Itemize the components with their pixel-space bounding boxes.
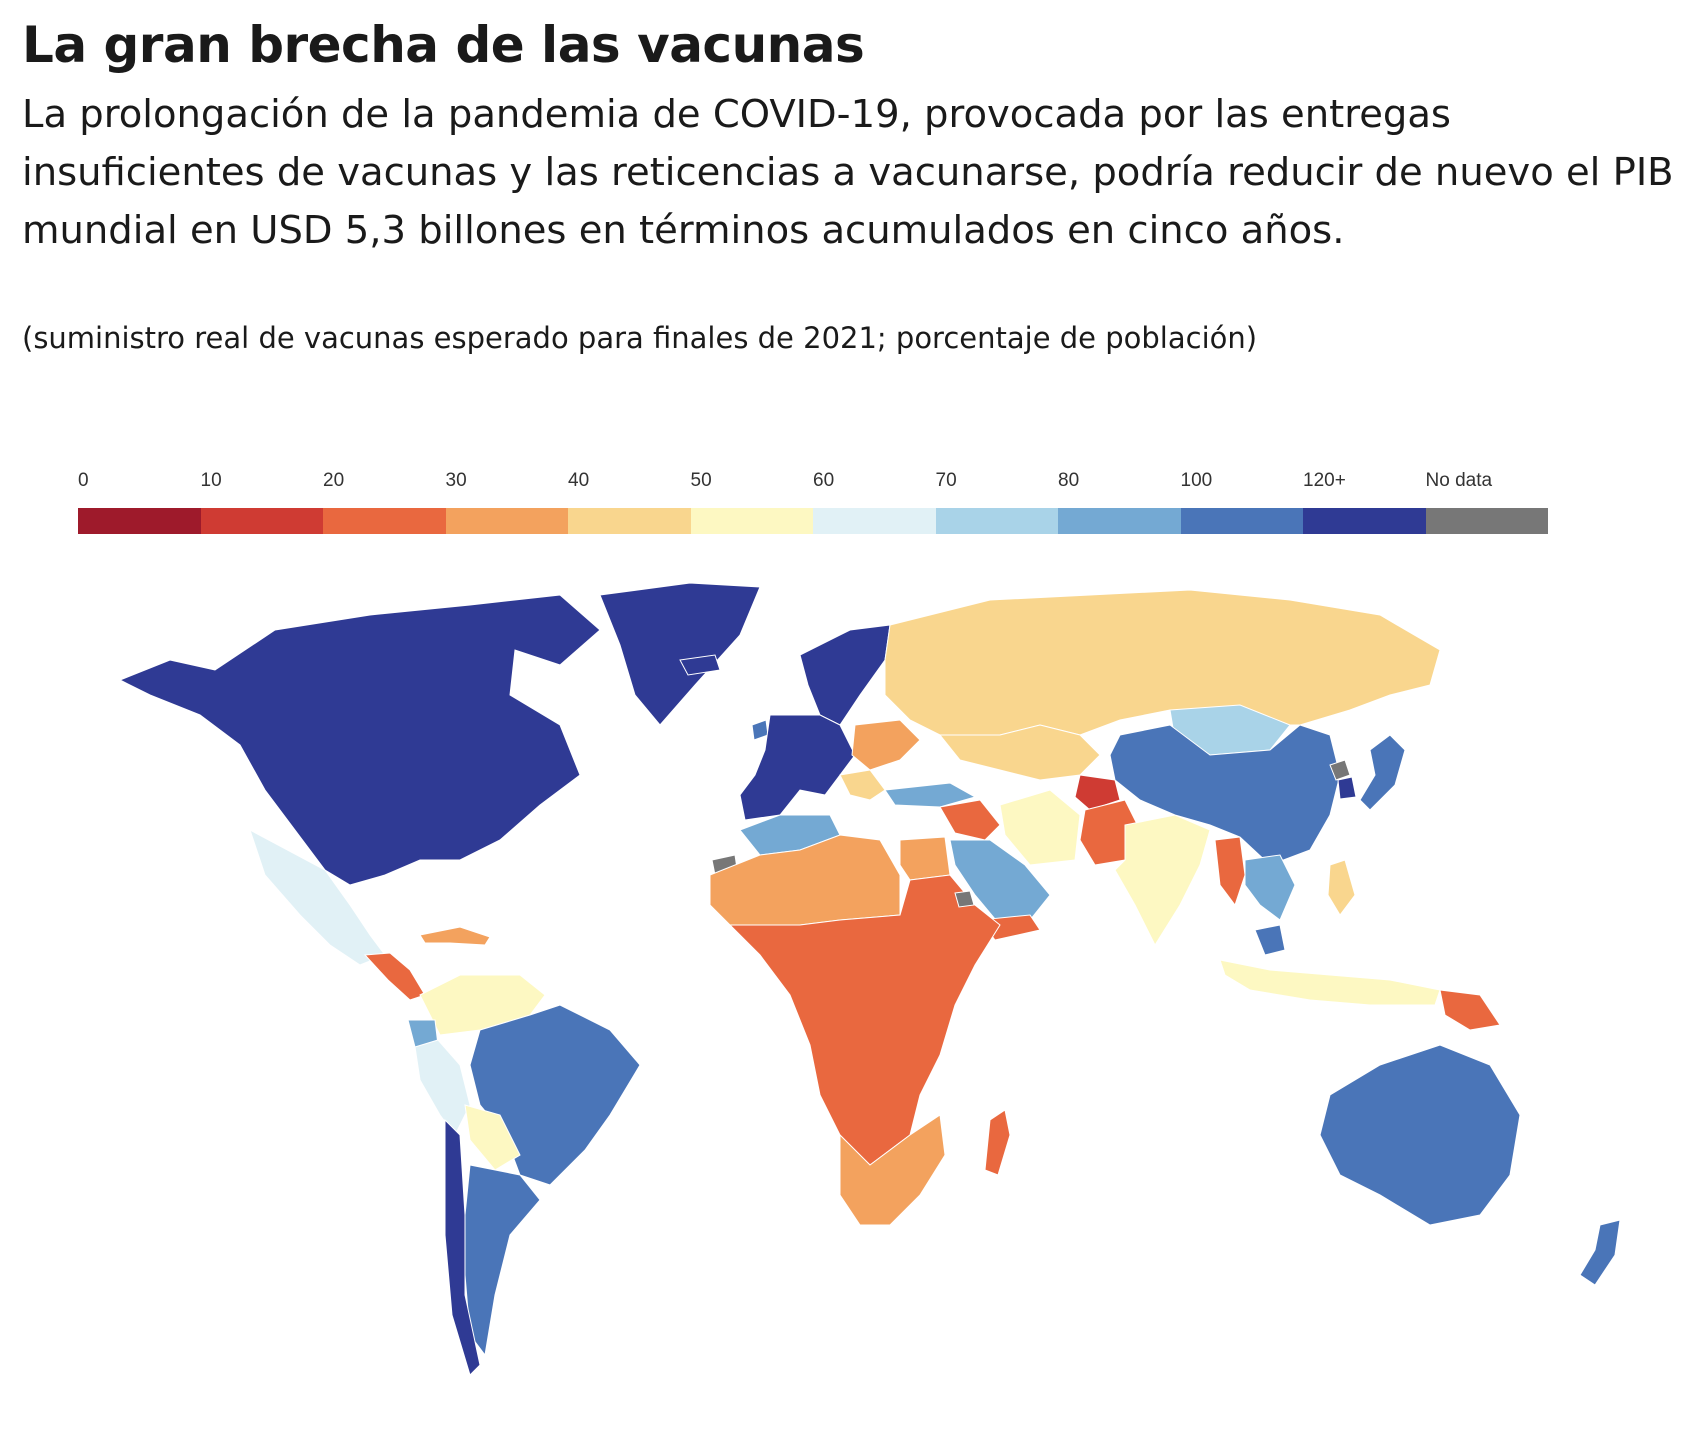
region-north-america <box>118 594 601 886</box>
legend-item: No data <box>1425 470 1548 540</box>
legend-label: 80 <box>1058 470 1080 491</box>
region-southern-africa <box>839 1114 946 1226</box>
region-scandinavia <box>799 624 891 726</box>
region-madagascar <box>984 1109 1011 1176</box>
region-peru <box>414 1039 471 1136</box>
region-central-asia <box>938 724 1101 781</box>
region-balkans <box>839 769 886 801</box>
legend-label: 20 <box>323 470 345 491</box>
region-sahel <box>709 834 901 931</box>
region-ireland <box>751 719 769 741</box>
legend-swatch <box>1303 508 1426 534</box>
legend-label: 50 <box>690 470 712 491</box>
legend-swatch <box>690 508 813 534</box>
legend-item: 10 <box>200 470 323 540</box>
region-korea <box>1337 776 1357 800</box>
region-papua-new-guinea <box>1439 989 1501 1031</box>
region-syria-iraq <box>939 799 1001 841</box>
region-central-america <box>363 952 426 1001</box>
legend-swatch <box>445 508 568 534</box>
legend-item: 20 <box>323 470 446 540</box>
region-philippines <box>1327 859 1356 916</box>
region-egypt <box>899 836 951 881</box>
legend-item: 70 <box>935 470 1058 540</box>
legend-label: 10 <box>200 470 222 491</box>
region-turkey <box>884 782 977 808</box>
page-subtitle: La prolongación de la pandemia de COVID-… <box>22 92 1674 253</box>
chart-note: (suministro real de vacunas esperado par… <box>22 321 1258 355</box>
world-map <box>118 582 1621 1376</box>
legend-label: No data <box>1425 470 1493 491</box>
legend-swatch <box>935 508 1058 534</box>
region-myanmar <box>1214 836 1246 907</box>
legend-label: 120+ <box>1303 470 1346 491</box>
legend-swatch <box>323 508 446 534</box>
region-new-zealand <box>1579 1219 1621 1286</box>
legend-swatch <box>813 508 936 534</box>
legend-swatch <box>1425 508 1548 534</box>
legend-swatch <box>1180 508 1303 534</box>
region-indochina <box>1244 854 1296 921</box>
region-eastern-europe <box>851 719 921 771</box>
legend-item: 30 <box>445 470 568 540</box>
page-title: La gran brecha de las vacunas <box>22 16 865 74</box>
region-caribbean <box>419 926 491 946</box>
legend-swatch <box>568 508 691 534</box>
region-north-korea <box>1329 759 1351 781</box>
legend-label: 100 <box>1180 470 1213 491</box>
region-colombia-venezuela <box>419 974 546 1036</box>
legend-label: 30 <box>445 470 467 491</box>
region-bolivia-paraguay <box>464 1104 521 1171</box>
legend-item: 100 <box>1180 470 1303 540</box>
legend-swatch <box>200 508 323 534</box>
legend-swatch <box>1058 508 1181 534</box>
region-japan <box>1359 734 1406 811</box>
legend-swatch <box>78 508 201 534</box>
legend-item: 60 <box>813 470 936 540</box>
region-china <box>1109 724 1341 866</box>
legend-label: 0 <box>78 470 89 491</box>
region-greenland <box>599 582 761 726</box>
region-australia <box>1319 1044 1521 1226</box>
region-eritrea <box>954 890 975 908</box>
region-southern-cone <box>464 1164 541 1357</box>
color-legend: 0 10 20 30 40 50 60 70 80 100 120+ No data <box>78 470 1548 540</box>
legend-label: 60 <box>813 470 835 491</box>
legend-item: 40 <box>568 470 691 540</box>
legend-item: 0 <box>78 470 201 540</box>
legend-item: 80 <box>1058 470 1181 540</box>
legend-item: 50 <box>690 470 813 540</box>
region-central-africa <box>728 874 1001 1166</box>
region-iran <box>999 789 1081 866</box>
region-malaysia <box>1254 924 1286 956</box>
region-indonesia <box>1219 959 1441 1006</box>
legend-label: 70 <box>935 470 957 491</box>
region-chile <box>444 1118 481 1376</box>
region-western-europe <box>739 714 856 821</box>
legend-label: 40 <box>568 470 590 491</box>
region-india <box>1114 814 1211 947</box>
legend-item: 120+ <box>1303 470 1426 540</box>
region-iceland <box>679 654 721 676</box>
region-russia <box>884 589 1441 736</box>
